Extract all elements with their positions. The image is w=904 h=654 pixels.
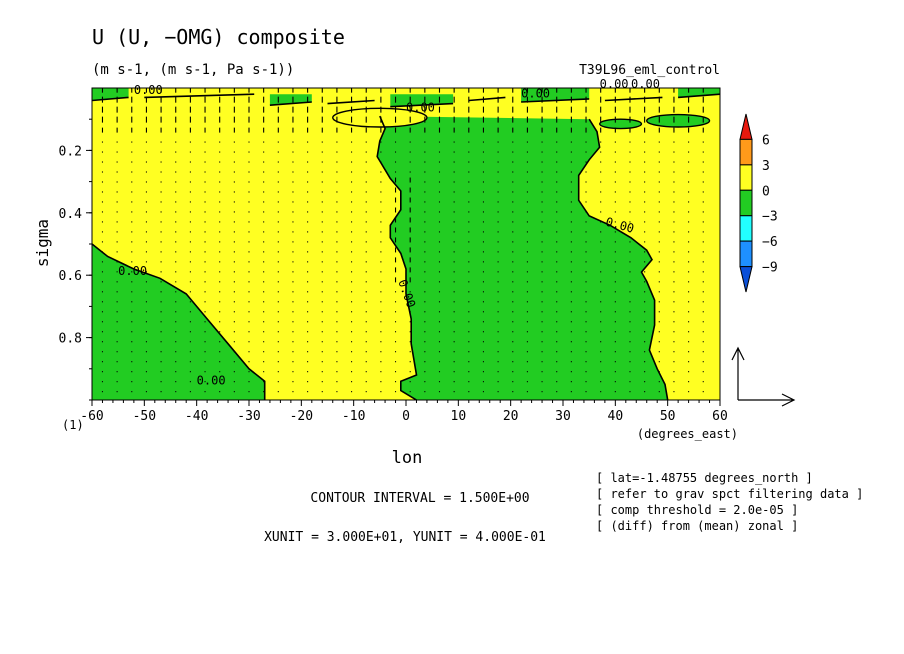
contour-line: [678, 93, 720, 99]
contour-line: [92, 243, 266, 400]
wind-vectors: [101, 88, 704, 393]
contour-line: [376, 115, 418, 400]
colorbar-label: 6: [762, 133, 770, 148]
y-tick-label: 0.8: [59, 332, 82, 347]
contour-line: [390, 102, 454, 108]
x-tick-label: 0: [402, 409, 410, 424]
note-line: [ lat=-1.48755 degrees_north ]: [596, 471, 813, 485]
x-tick-label: -60: [80, 409, 103, 424]
contour-island: [646, 113, 711, 128]
colorbar-swatch: [739, 215, 753, 242]
note-line: [ (diff) from (mean) zonal ]: [596, 519, 798, 533]
contour-label: 0.00: [197, 373, 226, 387]
x-tick-label: 50: [660, 409, 676, 424]
top-cell: [327, 88, 375, 104]
top-cell: [144, 88, 255, 98]
contour-label: 0.00: [406, 100, 435, 114]
contour-label: 0.00: [118, 264, 147, 278]
contour-line: [144, 93, 255, 99]
colorbar-label: 3: [762, 159, 770, 174]
chart-subtitle: (m s-1, (m s-1, Pa s-1)): [92, 62, 294, 78]
contour-interval: CONTOUR INTERVAL = 1.500E+00: [310, 491, 529, 506]
x-tick-label: 40: [608, 409, 624, 424]
shaded-field: [92, 88, 720, 400]
colorbar-swatch: [739, 189, 753, 217]
chart-title: U (U, −OMG) composite: [92, 25, 345, 49]
colorbar-label: 0: [762, 184, 770, 199]
y-axis-label: sigma: [33, 219, 52, 267]
x-tick-label: -50: [133, 409, 156, 424]
contour-label: 0.00: [134, 83, 163, 97]
colorbar-swatch: [739, 266, 753, 293]
contour-label: 0.00: [600, 77, 629, 91]
colorbar-swatch: [739, 164, 753, 191]
contour-line: [521, 98, 590, 103]
colorbar-swatch: [739, 113, 753, 140]
contour-line: [468, 96, 506, 102]
colorbar-swatch: [739, 138, 753, 166]
colorbar-label: −6: [762, 235, 778, 250]
negative-region-west: [92, 244, 265, 400]
run-label: T39L96_eml_control: [579, 63, 720, 78]
x-tick-label: 10: [451, 409, 467, 424]
note-line: [ comp threshold = 2.0e-05 ]: [596, 503, 798, 517]
contour-label: 0.00: [521, 86, 550, 100]
note-line: [ refer to grav spct filtering data ]: [596, 487, 863, 501]
colorbar-swatch: [739, 240, 753, 268]
x-tick-label: 20: [503, 409, 519, 424]
top-cell: [521, 88, 590, 102]
x-axis-label: lon: [392, 448, 423, 468]
x-tick-label: 60: [712, 409, 728, 424]
x-tick-label: -20: [290, 409, 313, 424]
x-tick-label: -10: [342, 409, 365, 424]
x-tick-label: 30: [555, 409, 571, 424]
reference-vector: [731, 346, 796, 407]
contour-line: [92, 96, 129, 102]
vector-units: XUNIT = 3.000E+01, YUNIT = 4.000E-01: [264, 530, 546, 545]
colorbar: 6 3 0 −3 −6 −9: [739, 113, 778, 293]
contour-label: 0.00: [631, 77, 660, 91]
x-tick-label: -40: [185, 409, 208, 424]
x-tick-label: -30: [237, 409, 260, 424]
x-axis: -60 -50 -40 -30 -20 -10 0 10 20 30 40 50 60: [80, 400, 728, 424]
contour-line: [604, 96, 663, 102]
y-tick-label: 0.4: [59, 207, 83, 222]
y-tick-label: 0.6: [59, 269, 82, 284]
colorbar-label: −9: [762, 261, 778, 276]
notes: [ lat=-1.48755 degrees_north ] [ refer to…: [596, 471, 863, 533]
y-tick-label: 0.2: [59, 144, 82, 159]
y-corner-label: (1): [62, 418, 84, 432]
contour-island: [598, 118, 643, 130]
contour-line: [269, 101, 312, 106]
contour-line: [577, 118, 669, 400]
colorbar-label: −3: [762, 210, 778, 225]
negative-region-central: [377, 116, 668, 400]
y-axis: 0.2 0.4 0.6 0.8: [59, 118, 92, 401]
zero-contours: [92, 93, 720, 400]
x-axis-units: (degrees_east): [637, 427, 738, 441]
